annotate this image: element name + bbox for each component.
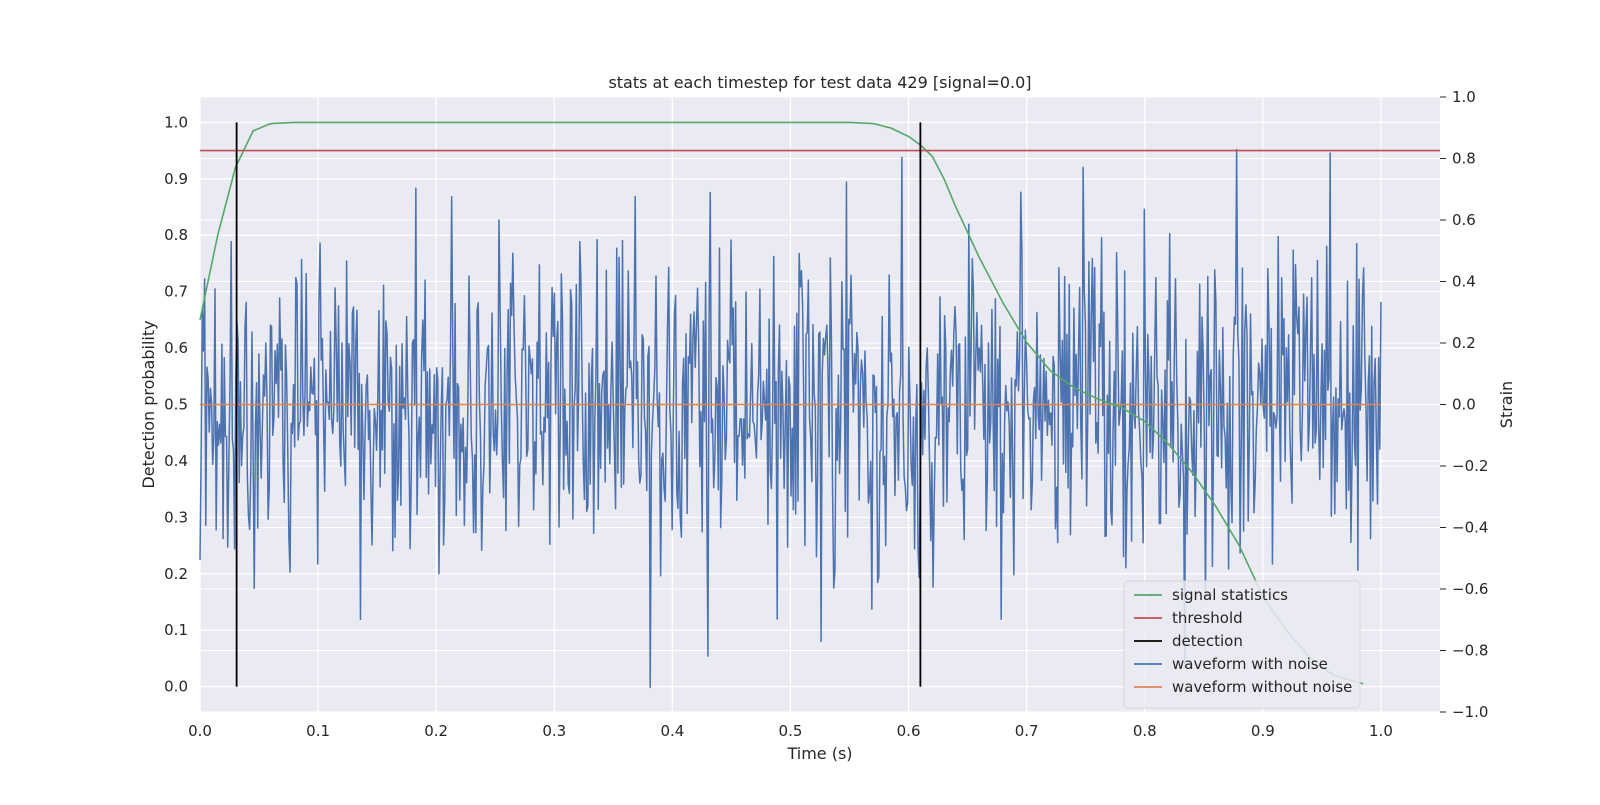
y2-tick-label: 1.0: [1452, 88, 1476, 106]
y2-tick-label: 0.8: [1452, 150, 1476, 168]
legend-label: waveform without noise: [1172, 678, 1352, 696]
y2-tick-label: −0.2: [1452, 457, 1488, 475]
x-tick-label: 1.0: [1369, 722, 1393, 740]
chart-title: stats at each timestep for test data 429…: [608, 73, 1031, 92]
y-tick-label: 0.4: [164, 452, 188, 470]
y2-tick-label: −0.4: [1452, 519, 1488, 537]
y-tick-label: 0.6: [164, 339, 188, 357]
y-axis-label: Detection probability: [139, 320, 158, 488]
legend-label: waveform with noise: [1172, 655, 1328, 673]
y-tick-label: 0.8: [164, 226, 188, 244]
legend-label: signal statistics: [1172, 586, 1288, 604]
y2-tick-label: 0.0: [1452, 396, 1476, 414]
x-tick-label: 0.7: [1015, 722, 1039, 740]
x-tick-label: 0.2: [424, 722, 448, 740]
x-tick-label: 0.4: [660, 722, 684, 740]
legend-label: threshold: [1172, 609, 1243, 627]
x-tick-label: 0.0: [188, 722, 212, 740]
y-tick-label: 1.0: [164, 113, 188, 131]
y2-tick-label: −0.6: [1452, 580, 1488, 598]
y-tick-label: 0.3: [164, 508, 188, 526]
signal-statistics-line: [199, 121, 1364, 685]
y2-axis-label: Strain: [1497, 381, 1516, 428]
y-tick-label: 0.7: [164, 283, 188, 301]
y-tick-label: 0.1: [164, 621, 188, 639]
x-tick-label: 0.5: [779, 722, 803, 740]
y2-tick-label: −0.8: [1452, 642, 1488, 660]
x-tick-label: 0.3: [542, 722, 566, 740]
y2-tick-label: −1.0: [1452, 703, 1488, 721]
x-tick-label: 0.6: [897, 722, 921, 740]
y-tick-label: 0.9: [164, 170, 188, 188]
x-tick-label: 0.8: [1133, 722, 1157, 740]
y2-tick-label: 0.6: [1452, 211, 1476, 229]
waveform-with-noise-line: [199, 148, 1382, 689]
series-layer: [199, 121, 1440, 689]
x-axis-label: Time (s): [786, 744, 852, 763]
legend-box: [1123, 580, 1361, 709]
x-tick-label: 0.1: [306, 722, 330, 740]
axes-layer: 0.0 0.1 0.2 0.3 0.4 0.5 0.6 0.7 0.8 0.9 1.0 0.0 0.1 0…: [164, 88, 1488, 740]
y-tick-label: 0.5: [164, 396, 188, 414]
y-tick-label: 0.2: [164, 565, 188, 583]
legend: signal statistics threshold detection wavef…: [1123, 580, 1361, 709]
legend-label: detection: [1172, 632, 1243, 650]
y2-tick-label: 0.2: [1452, 334, 1476, 352]
x-tick-label: 0.9: [1251, 722, 1275, 740]
y2-tick-label: 0.4: [1452, 273, 1476, 291]
y-tick-label: 0.0: [164, 678, 188, 696]
